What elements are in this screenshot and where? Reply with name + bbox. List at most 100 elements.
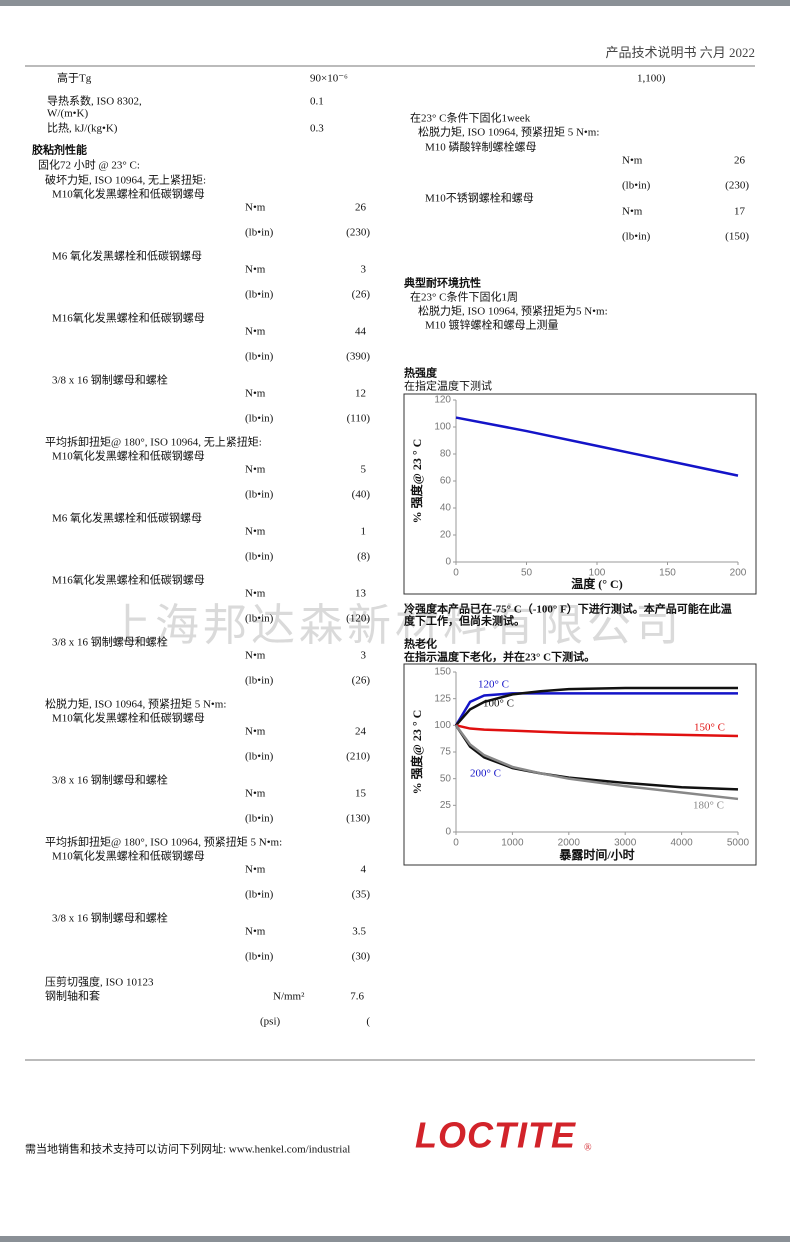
y-tick-label: 40 <box>440 503 452 514</box>
y-tick-label: 150 <box>434 667 451 678</box>
top-bar <box>0 0 790 6</box>
y-tick-label: 100 <box>434 422 451 433</box>
item-name: 钢制轴和套 <box>45 989 100 1003</box>
value: 3 <box>361 264 367 276</box>
footer-text: 需当地销售和技术支持可以访问下列网址: www.henkel.com/indus… <box>25 1142 350 1156</box>
x-axis-label: 暴露时间/小时 <box>558 847 634 862</box>
cure-condition: 在23° C条件下固化1week <box>410 111 531 125</box>
unit: N•m <box>245 264 266 276</box>
y-tick-label: 80 <box>440 449 452 460</box>
value: ( <box>366 1016 370 1028</box>
unit: (lb•in) <box>245 227 274 239</box>
unit: N•m <box>622 155 643 167</box>
unit: N•m <box>245 726 266 738</box>
value: (35) <box>352 889 371 901</box>
value: 26 <box>734 155 746 167</box>
value: 3.5 <box>352 926 366 938</box>
item-name: M10 磷酸锌制螺栓螺母 <box>425 140 537 154</box>
logo: LOCTITE <box>415 1115 576 1156</box>
x-axis-label: 温度 (° C) <box>571 576 622 591</box>
data-line <box>455 416 739 477</box>
unit: N•m <box>245 926 266 938</box>
series-label: 150° C <box>694 722 725 734</box>
chart-frame <box>403 393 757 595</box>
unit: (lb•in) <box>245 751 274 763</box>
environment-line: 在23° C条件下固化1周 <box>410 290 518 304</box>
series-label: 100° C <box>483 698 514 710</box>
unit: N/mm² <box>273 991 305 1003</box>
value: (110) <box>347 413 371 425</box>
value: (8) <box>357 551 370 563</box>
value: (210) <box>346 751 370 763</box>
section-subtitle: 在指定温度下测试 <box>404 379 492 393</box>
y-axis-label: % 强度@ 23 ° C <box>409 710 424 795</box>
test-title: 平均拆卸扭矩@ 180°, ISO 10964, 预紧扭矩 5 N•m: <box>45 835 282 849</box>
value: (30) <box>352 951 371 963</box>
section-title: 热老化 <box>404 637 437 651</box>
series-label: 180° C <box>693 800 724 812</box>
property-value: 0.1 <box>310 96 324 108</box>
property-value: 90×10⁻⁶ <box>310 73 348 85</box>
unit: (lb•in) <box>245 951 274 963</box>
unit: N•m <box>245 650 266 662</box>
x-tick-label: 50 <box>521 568 533 579</box>
unit: N•m <box>245 326 266 338</box>
value: (120) <box>346 613 370 625</box>
y-axis-label: % 强度@ 23 ° C <box>409 439 424 524</box>
bottom-bar <box>0 1236 790 1242</box>
x-tick-label: 3000 <box>614 838 637 849</box>
value: 13 <box>355 588 367 600</box>
y-tick-label: 120 <box>434 395 451 406</box>
environment-line: 松脱力矩, ISO 10964, 预紧扭矩为5 N•m: <box>418 304 608 318</box>
value: (130) <box>346 813 370 825</box>
data-line <box>454 692 738 726</box>
value: (26) <box>352 289 371 301</box>
item-name: M10氧化发黑螺栓和低碳钢螺母 <box>52 849 205 863</box>
unit: (lb•in) <box>245 675 274 687</box>
unit: N•m <box>245 388 266 400</box>
item-name: M10氧化发黑螺栓和低碳钢螺母 <box>52 711 205 725</box>
item-name: M6 氧化发黑螺栓和低碳钢螺母 <box>52 249 202 263</box>
y-tick-label: 100 <box>434 720 451 731</box>
section-title: 胶粘剂性能 <box>32 143 87 157</box>
item-name: M10氧化发黑螺栓和低碳钢螺母 <box>52 187 205 201</box>
item-name: 3/8 x 16 钢制螺母和螺栓 <box>52 773 168 787</box>
item-name: 3/8 x 16 钢制螺母和螺栓 <box>52 635 168 649</box>
paragraph-line: 度下工作，但尚未测试。 <box>404 614 525 628</box>
test-title: 平均拆卸扭矩@ 180°, ISO 10964, 无上紧扭矩: <box>45 435 262 449</box>
value: 44 <box>355 326 367 338</box>
item-name: M16氧化发黑螺栓和低碳钢螺母 <box>52 573 205 587</box>
value: 17 <box>734 206 746 218</box>
unit: (lb•in) <box>245 613 274 625</box>
x-tick-label: 5000 <box>727 838 750 849</box>
y-tick-label: 0 <box>445 827 451 838</box>
section-subtitle: 在指示温度下老化，并在23° C下测试。 <box>404 650 595 664</box>
unit: (lb•in) <box>622 231 651 243</box>
series-label: 120° C <box>478 679 509 691</box>
y-tick-label: 125 <box>434 693 451 704</box>
section-title: 典型耐环境抗性 <box>404 276 481 290</box>
x-tick-label: 200 <box>730 568 747 579</box>
data-line <box>455 724 739 738</box>
value: (230) <box>725 180 749 192</box>
test-title: 松脱力矩, ISO 10964, 预紧扭矩 5 N•m: <box>45 697 226 711</box>
x-tick-label: 100 <box>589 568 606 579</box>
value: 26 <box>355 202 367 214</box>
chart-frame <box>403 663 757 866</box>
unit: N•m <box>245 588 266 600</box>
value: (230) <box>346 227 370 239</box>
unit: N•m <box>245 864 266 876</box>
unit: (lb•in) <box>245 889 274 901</box>
x-tick-label: 4000 <box>670 838 693 849</box>
value: 15 <box>355 788 367 800</box>
x-tick-label: 2000 <box>558 838 581 849</box>
value: (150) <box>725 231 749 243</box>
unit: (lb•in) <box>245 351 274 363</box>
environment-line: M10 镀锌螺栓和螺母上测量 <box>425 318 559 332</box>
x-tick-label: 1000 <box>501 838 524 849</box>
y-tick-label: 25 <box>440 800 452 811</box>
paragraph-line: 冷强度本产品已在-75° C（-100° F）下进行测试。本产品可能在此温 <box>404 602 732 616</box>
test-title: 松脱力矩, ISO 10964, 预紧扭矩 5 N•m: <box>418 125 599 139</box>
value: (390) <box>346 351 370 363</box>
